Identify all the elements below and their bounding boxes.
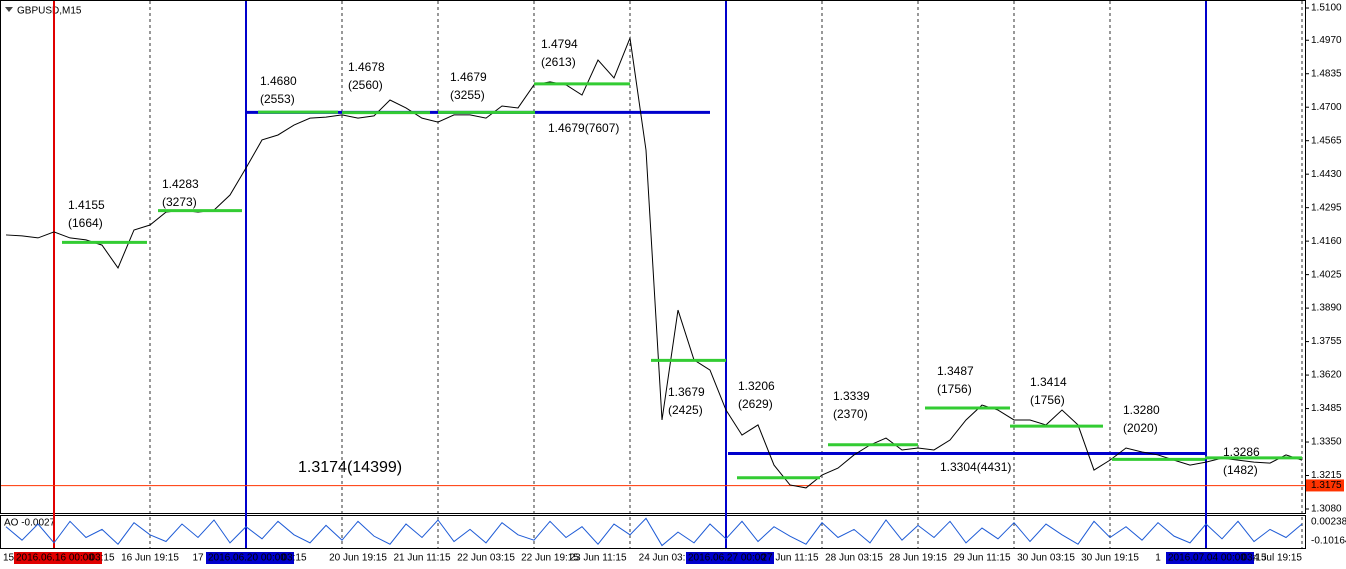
level-label: 1.3206 bbox=[738, 379, 775, 393]
indicator-frame bbox=[0, 515, 1306, 549]
price-line bbox=[5, 36, 1303, 489]
level-count: (1756) bbox=[1030, 393, 1065, 407]
y-tick-label: 1.4160 bbox=[1311, 236, 1342, 247]
level-count: (2629) bbox=[738, 397, 773, 411]
y-tick-label: 1.3485 bbox=[1311, 403, 1342, 414]
current-price-label: 1.3175 bbox=[1311, 480, 1342, 491]
x-tick-label: 20 Jun 19:15 bbox=[329, 553, 387, 564]
level-count: (2370) bbox=[833, 407, 868, 421]
level-count: (2613) bbox=[541, 55, 576, 69]
x-tick-label: 03:15 bbox=[281, 553, 306, 564]
x-tick-label: 4 Jul 19:15 bbox=[1253, 553, 1302, 564]
x-label-highlight bbox=[686, 552, 774, 564]
level-count: (1482) bbox=[1223, 463, 1258, 477]
x-tick-label: 15 bbox=[3, 553, 15, 564]
x-label-highlight bbox=[206, 552, 294, 564]
y-tick-label: 1.3215 bbox=[1311, 470, 1342, 481]
x-label-highlight bbox=[1166, 552, 1254, 564]
blue-level-label: 1.3304(4431) bbox=[940, 460, 1011, 474]
level-label: 1.4155 bbox=[68, 198, 105, 212]
x-tick-label: 03:15 bbox=[89, 553, 114, 564]
level-count: (3273) bbox=[162, 195, 197, 209]
x-label-highlight bbox=[14, 552, 102, 564]
level-label: 1.3679 bbox=[668, 385, 705, 399]
x-tick-label: 29 Jun 11:15 bbox=[953, 553, 1011, 564]
x-tick-label: 1 bbox=[1155, 553, 1161, 564]
level-label: 1.4678 bbox=[348, 60, 385, 74]
x-tick-label: 2016.06.27 00:00 bbox=[688, 553, 766, 564]
red-level-label: 1.3174(14399) bbox=[298, 459, 402, 476]
y-tick-label: 1.4970 bbox=[1311, 35, 1342, 46]
x-tick-label: 21 Jun 11:15 bbox=[393, 553, 451, 564]
y-tick-label: 1.3080 bbox=[1311, 504, 1342, 515]
x-tick-label: 22 Jun 03:15 bbox=[457, 553, 515, 564]
y-tick-label: 1.4700 bbox=[1311, 102, 1342, 113]
main-frame bbox=[0, 0, 1306, 514]
level-label: 1.4794 bbox=[541, 37, 578, 51]
level-label: 1.4283 bbox=[162, 177, 199, 191]
y-tick-label: 1.5100 bbox=[1311, 3, 1342, 14]
x-tick-label: 22 Jun 19:15 bbox=[521, 553, 579, 564]
title-icon bbox=[5, 7, 13, 12]
level-label: 1.3280 bbox=[1123, 403, 1160, 417]
x-tick-label: 17 bbox=[192, 553, 204, 564]
indicator-line bbox=[5, 517, 1303, 547]
level-label: 1.3414 bbox=[1030, 375, 1067, 389]
x-tick-label: 27 Jun 11:15 bbox=[761, 553, 819, 564]
level-count: (3255) bbox=[450, 88, 485, 102]
indicator-tick-label: -0.10164 bbox=[1311, 536, 1346, 547]
blue-level-label: 1.4679(7607) bbox=[548, 121, 619, 135]
level-count: (2020) bbox=[1123, 421, 1158, 435]
y-tick-label: 1.3350 bbox=[1311, 437, 1342, 448]
level-count: (2553) bbox=[260, 92, 295, 106]
level-count: (2425) bbox=[668, 403, 703, 417]
y-tick-label: 1.4565 bbox=[1311, 135, 1342, 146]
x-tick-label: 2016.07.04 00:00 bbox=[1168, 553, 1246, 564]
x-tick-label: 30 Jun 19:15 bbox=[1081, 553, 1139, 564]
level-label: 1.3286 bbox=[1223, 445, 1260, 459]
level-label: 1.4679 bbox=[450, 70, 487, 84]
x-tick-label: 28 Jun 19:15 bbox=[889, 553, 947, 564]
x-tick-label: 30 Jun 03:15 bbox=[1017, 553, 1075, 564]
x-tick-label: 28 Jun 03:15 bbox=[825, 553, 883, 564]
level-count: (1756) bbox=[937, 382, 972, 396]
current-price-box bbox=[1306, 479, 1344, 492]
y-tick-label: 1.3890 bbox=[1311, 303, 1342, 314]
chart-title: GBPUSD,M15 bbox=[17, 6, 82, 17]
y-tick-label: 1.4025 bbox=[1311, 269, 1342, 280]
level-count: (1664) bbox=[68, 216, 103, 230]
level-label: 1.3339 bbox=[833, 389, 870, 403]
level-label: 1.4680 bbox=[260, 74, 297, 88]
level-label: 1.3487 bbox=[937, 364, 974, 378]
x-tick-label: 16 Jun 19:15 bbox=[121, 553, 179, 564]
x-tick-label: 2016.06.16 00:00 bbox=[16, 553, 94, 564]
x-tick-label: 24 Jun 03: bbox=[639, 553, 686, 564]
level-count: (2560) bbox=[348, 78, 383, 92]
x-tick-label: 03:15 bbox=[1241, 553, 1266, 564]
x-tick-label: 2016.06.20 00:00 bbox=[208, 553, 286, 564]
y-tick-label: 1.3620 bbox=[1311, 370, 1342, 381]
x-tick-label: 23 Jun 11:15 bbox=[569, 553, 627, 564]
indicator-label: AO -0.0027 bbox=[4, 518, 56, 529]
y-tick-label: 1.4430 bbox=[1311, 169, 1342, 180]
y-tick-label: 1.4295 bbox=[1311, 202, 1342, 213]
indicator-tick-label: 0.00238 bbox=[1311, 517, 1346, 528]
y-tick-label: 1.3755 bbox=[1311, 336, 1342, 347]
y-tick-label: 1.4835 bbox=[1311, 68, 1342, 79]
